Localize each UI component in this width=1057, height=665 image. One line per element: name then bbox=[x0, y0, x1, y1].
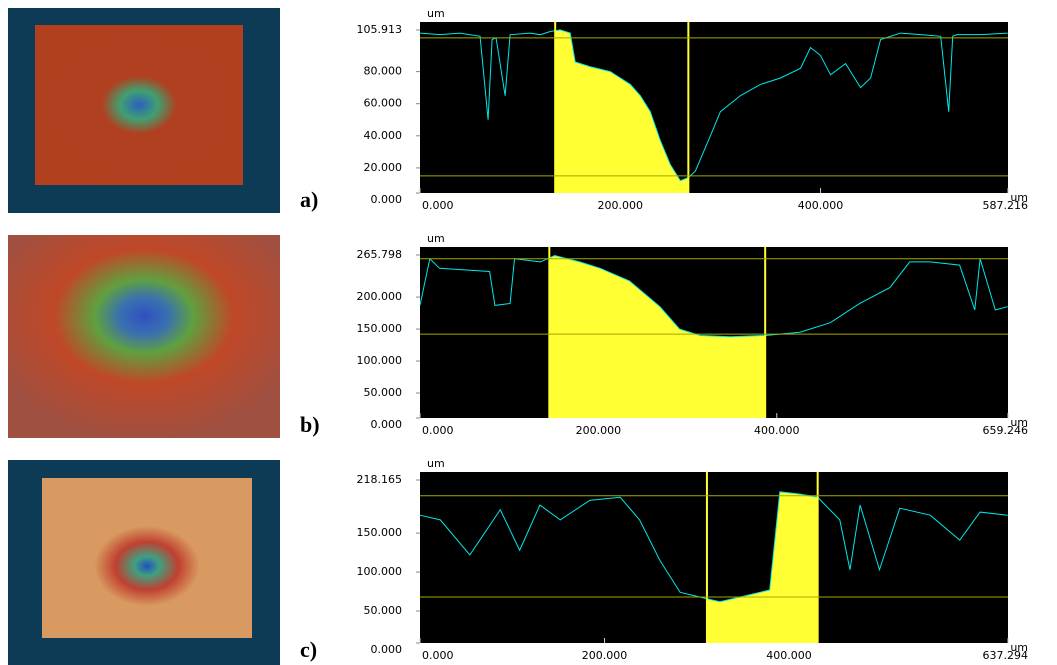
x-tick-label: 0.000 bbox=[422, 424, 454, 437]
surface-map bbox=[35, 25, 243, 185]
y-tick-label: 0.000 bbox=[371, 418, 403, 431]
selection-fill bbox=[706, 491, 818, 643]
y-tick-label: 0.000 bbox=[371, 643, 403, 656]
y-tick-label: 150.000 bbox=[357, 322, 403, 335]
selection-fill bbox=[555, 29, 689, 194]
x-tick-label: 400.000 bbox=[798, 199, 844, 212]
surface-map bbox=[42, 478, 252, 638]
x-tick-label: 659.246 bbox=[983, 424, 1029, 437]
profile-line bbox=[419, 254, 1008, 338]
panel-label: b) bbox=[300, 412, 320, 437]
y-unit: um bbox=[427, 232, 445, 245]
x-tick-label: 0.000 bbox=[422, 199, 454, 212]
y-unit: um bbox=[427, 457, 445, 470]
y-tick-label: 200.000 bbox=[357, 290, 403, 303]
y-tick-label: 40.000 bbox=[364, 129, 403, 142]
y-tick-label: 50.000 bbox=[364, 386, 403, 399]
x-tick-label: 200.000 bbox=[576, 424, 622, 437]
x-tick-label: 400.000 bbox=[754, 424, 800, 437]
y-tick-label: 100.000 bbox=[357, 565, 403, 578]
y-tick-label: 20.000 bbox=[364, 161, 403, 174]
selection-fill bbox=[549, 255, 766, 418]
plot-area bbox=[420, 22, 1008, 193]
x-tick-label: 200.000 bbox=[582, 649, 628, 662]
y-tick-label: 150.000 bbox=[357, 526, 403, 539]
y-tick-label: 50.000 bbox=[364, 604, 403, 617]
y-tick-label: 60.000 bbox=[364, 97, 403, 110]
y-tick-label: 100.000 bbox=[357, 354, 403, 367]
y-tick-label: 218.165 bbox=[357, 473, 403, 486]
panel-label: a) bbox=[300, 187, 318, 212]
panel-label: c) bbox=[300, 637, 317, 662]
x-tick-label: 400.000 bbox=[766, 649, 812, 662]
y-tick-label: 265.798 bbox=[357, 248, 403, 261]
profile-line bbox=[419, 491, 1008, 603]
y-tick-label: 80.000 bbox=[364, 65, 403, 78]
profile-line bbox=[419, 29, 1008, 182]
surface-image bbox=[8, 235, 280, 438]
x-tick-label: 200.000 bbox=[598, 199, 644, 212]
x-unit: um bbox=[1010, 641, 1028, 654]
y-unit: um bbox=[427, 7, 445, 20]
x-tick-label: 0.000 bbox=[422, 649, 454, 662]
x-unit: um bbox=[1010, 191, 1028, 204]
y-tick-label: 105.913 bbox=[357, 23, 403, 36]
x-tick-label: 587.216 bbox=[983, 199, 1029, 212]
x-unit: um bbox=[1010, 416, 1028, 429]
x-tick-label: 637.294 bbox=[983, 649, 1029, 662]
y-tick-label: 0.000 bbox=[371, 193, 403, 206]
